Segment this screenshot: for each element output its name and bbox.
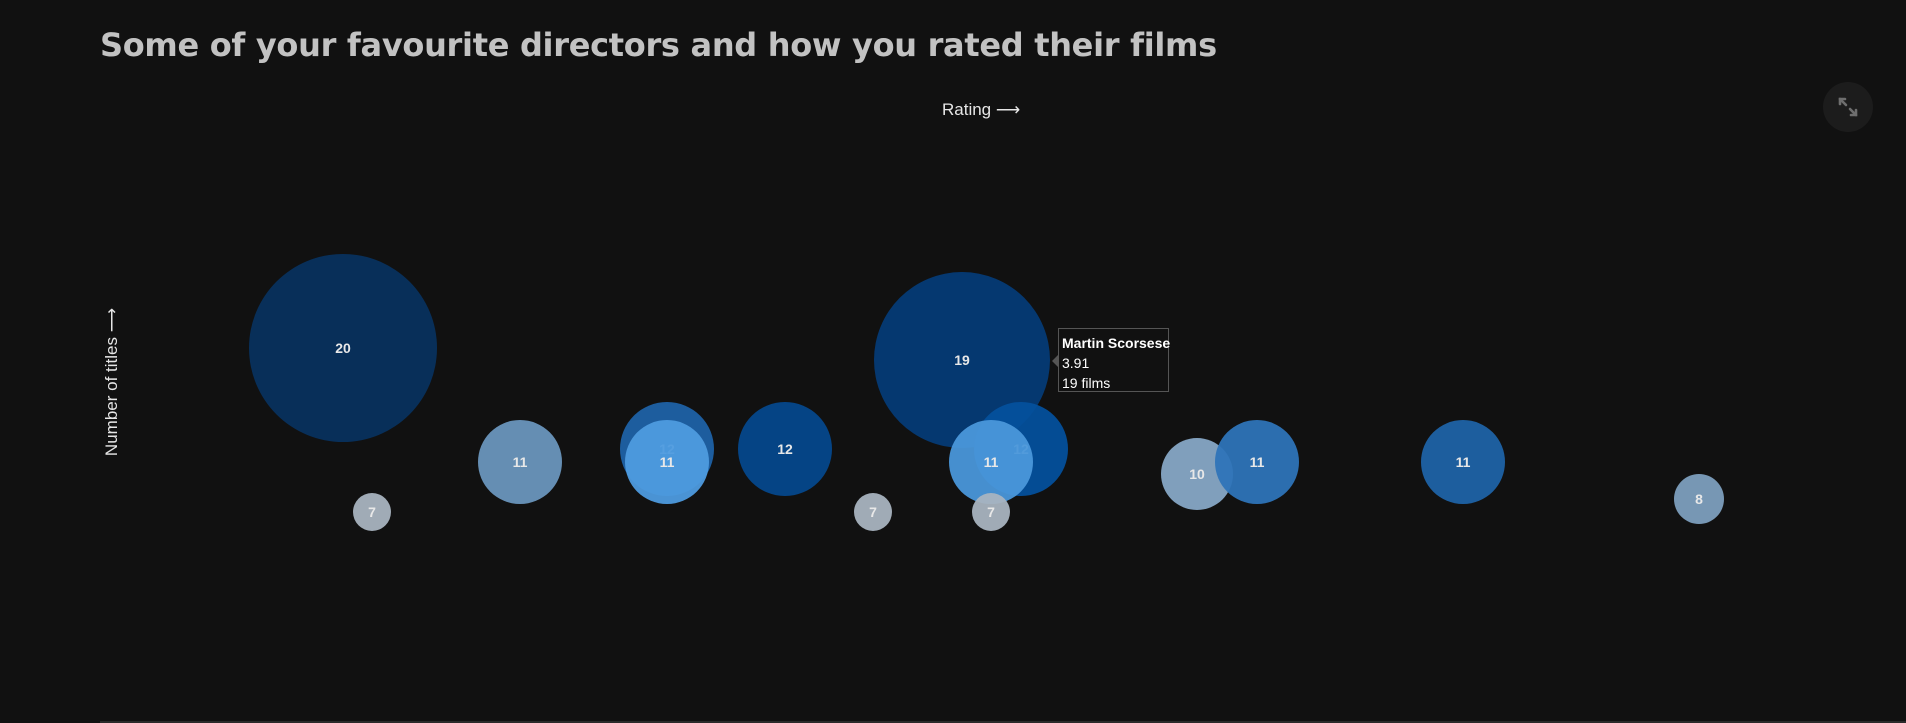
tooltip-rating: 3.91: [1062, 355, 1090, 371]
bubble-label: 7: [368, 504, 376, 520]
chart-title: Some of your favourite directors and how…: [100, 26, 1217, 64]
bubble[interactable]: [353, 493, 391, 531]
bubble-label: 11: [660, 454, 675, 470]
bubble-label: 12: [777, 441, 793, 457]
bubble[interactable]: [949, 420, 1033, 504]
bubble[interactable]: [1421, 420, 1505, 504]
tooltip-arrow: [1052, 355, 1058, 367]
x-axis-label: Rating ⟶: [942, 100, 1021, 119]
tooltip-name: Martin Scorsese: [1062, 335, 1171, 351]
bubble-label: 19: [954, 352, 970, 368]
bubble-label: 7: [869, 504, 877, 520]
bubble[interactable]: [478, 420, 562, 504]
bubble-label: 20: [335, 340, 351, 356]
expand-arrows-icon: [1838, 97, 1858, 117]
bubble[interactable]: [874, 272, 1050, 448]
expand-button[interactable]: [1823, 82, 1873, 132]
bubble[interactable]: [1215, 420, 1299, 504]
bubble[interactable]: [1674, 474, 1724, 524]
bottom-divider: [100, 721, 1906, 723]
bubble-label: 11: [513, 454, 528, 470]
bubble-label: 7: [987, 504, 995, 520]
bubble-label: 10: [1189, 466, 1205, 482]
bubble[interactable]: [854, 493, 892, 531]
bubble[interactable]: [1161, 438, 1233, 510]
bubble[interactable]: [625, 420, 709, 504]
bubble-label: 8: [1695, 491, 1703, 507]
bubble[interactable]: [972, 493, 1010, 531]
bubble-label: 11: [1456, 454, 1471, 470]
bubble[interactable]: [738, 402, 832, 496]
tooltip-count: 19 films: [1062, 375, 1111, 391]
bubble-label: 11: [984, 454, 999, 470]
bubble-label: 11: [1250, 454, 1265, 470]
tooltip: Martin Scorsese 3.91 19 films: [1058, 328, 1171, 392]
bubble[interactable]: [249, 254, 437, 442]
